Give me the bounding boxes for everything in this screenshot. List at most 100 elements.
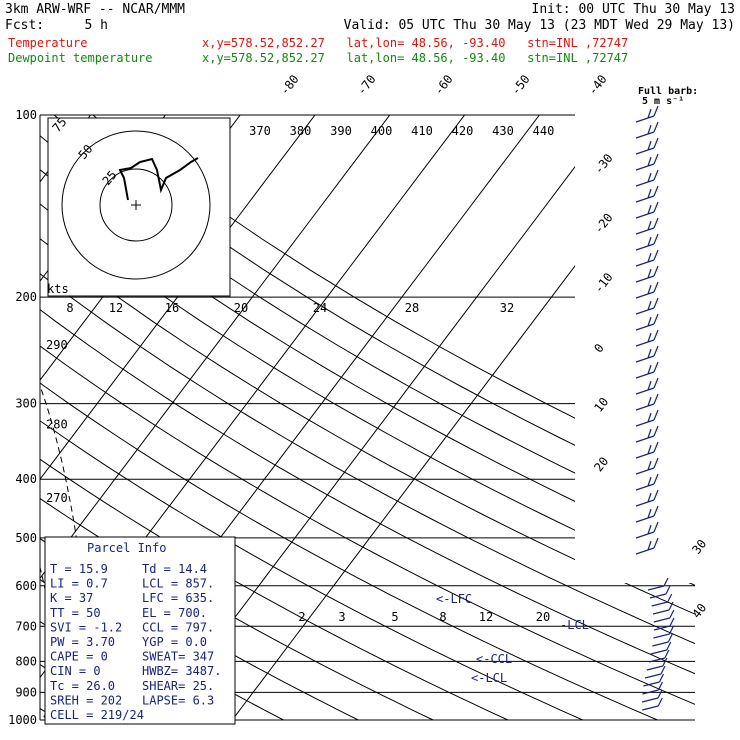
dry-adiabat-line	[40, 115, 695, 721]
parcel-info-left: SVI = -1.2	[50, 620, 122, 634]
wind-barb-flag	[669, 609, 675, 619]
wind-barb-shaft	[648, 657, 665, 663]
wind-barb-flag	[647, 252, 652, 263]
wind-barb-shaft	[642, 705, 659, 711]
theta-label: 380	[290, 124, 312, 138]
wind-barb-shaft	[635, 131, 655, 139]
wind-barb-flag	[653, 297, 659, 309]
wind-barb-shaft	[653, 617, 670, 623]
pressure-tick-label: 200	[15, 290, 37, 304]
theta-label: 400	[371, 124, 393, 138]
wind-barb-flag	[647, 396, 652, 407]
height-label: 290	[46, 338, 68, 352]
wind-barb-shaft	[635, 547, 655, 555]
wind-barb-shaft	[653, 625, 671, 631]
theta-label: 440	[533, 124, 555, 138]
parcel-info-left: CAPE = 0	[50, 650, 108, 664]
parcel-info-left: LI = 0.7	[50, 577, 108, 591]
upper-mixing-ratio-label: 8	[66, 301, 73, 315]
parcel-info-right: SWEAT= 347	[142, 650, 214, 664]
dry-adiabat-line	[40, 115, 695, 721]
ccl-marker: <-CCL	[476, 652, 512, 666]
barb-note-line2: 5 m s⁻¹	[642, 96, 684, 107]
wind-barb-flag	[668, 625, 674, 635]
wind-barb-flag	[647, 476, 652, 487]
theta-label: 390	[330, 124, 352, 138]
wind-barb-flag	[647, 124, 652, 135]
pressure-tick-label: 700	[15, 619, 37, 633]
mixing-ratio-label: 3	[338, 610, 345, 624]
mixing-ratio-label: 20	[536, 610, 550, 624]
lfc-marker: <-LFC	[436, 592, 472, 606]
theta-label: 410	[411, 124, 433, 138]
wind-barb-flag	[647, 204, 652, 215]
wind-barb-flag	[663, 577, 669, 587]
wind-barb-flag	[666, 641, 672, 651]
wind-barb-shaft	[646, 665, 664, 671]
wind-barb-shaft	[635, 483, 655, 491]
wind-barb-flag	[653, 361, 659, 373]
wind-barb-flag	[647, 236, 652, 247]
mixing-ratio-label: 8	[439, 610, 446, 624]
wind-barb-shaft	[635, 243, 655, 251]
wind-barb-flag	[647, 300, 652, 311]
parcel-info-right: LFC = 635.	[142, 591, 214, 605]
upper-mixing-ratio-label: 24	[313, 301, 327, 315]
theta-label: 370	[249, 124, 271, 138]
wind-barb-flag	[668, 601, 674, 611]
wind-barb-flag	[662, 657, 668, 667]
lcl-marker: <-LCL	[471, 671, 507, 685]
wind-barb-flag	[653, 281, 659, 293]
pressure-tick-label: 1000	[8, 713, 37, 727]
wind-barb-shaft	[635, 323, 655, 331]
barb-note-line1: Full barb:	[638, 86, 698, 97]
wind-barb-flag	[665, 585, 671, 595]
upper-mixing-ratio-label: 32	[500, 301, 514, 315]
wind-barb-shaft	[635, 531, 655, 539]
wind-barb-flag	[653, 265, 659, 277]
wind-barb-flag	[647, 268, 652, 279]
wind-barb-shaft	[635, 275, 655, 283]
model-title: 3km ARW-WRF -- NCAR/MMM	[5, 2, 185, 17]
wind-barb-flag	[657, 689, 663, 699]
wind-barb-flag	[653, 345, 659, 357]
wind-barb-flag	[647, 348, 652, 359]
wind-barb-flag	[647, 284, 652, 295]
isotherm-line	[231, 115, 690, 721]
wind-barb-flag	[647, 316, 652, 327]
wind-barb-flag	[664, 649, 670, 659]
wind-barb-flag	[647, 172, 652, 183]
parcel-info-left: TT = 50	[50, 606, 101, 620]
wind-barb-shaft	[635, 467, 655, 475]
wind-barb-shaft	[635, 371, 655, 379]
pressure-tick-label: 900	[15, 685, 37, 699]
wind-barb-flag	[653, 153, 659, 165]
wind-barb-flag	[647, 444, 652, 455]
upper-mixing-ratio-label: 16	[165, 301, 179, 315]
wind-barb-flag	[653, 201, 659, 213]
wind-barb-shaft	[653, 633, 670, 639]
wind-barb-flag	[658, 673, 664, 683]
wind-barb-shaft	[635, 515, 655, 523]
wind-barb-shaft	[641, 697, 659, 703]
parcel-info-right: YGP = 0.0	[142, 635, 207, 649]
wind-barb-shaft	[635, 355, 655, 363]
pressure-tick-label: 400	[15, 472, 37, 486]
wind-barb-flag	[653, 537, 659, 549]
dry-adiabat-line	[40, 115, 658, 721]
dry-adiabat-line	[40, 115, 695, 721]
wind-barb-shaft	[650, 649, 667, 655]
dry-adiabat-line	[40, 115, 583, 721]
wind-barb-flag	[647, 492, 652, 503]
upper-mixing-ratio-label: 20	[234, 301, 248, 315]
wind-barb-shaft	[635, 339, 655, 347]
wind-barb-flag	[647, 364, 652, 375]
parcel-info-left: CELL = 219/24	[50, 708, 144, 722]
forecast-label: Fcst:	[5, 18, 44, 33]
dry-adiabat-line	[92, 115, 695, 721]
wind-barb-flag	[647, 332, 652, 343]
wind-barb-flag	[653, 441, 659, 453]
hodograph-ring	[99, 168, 173, 242]
